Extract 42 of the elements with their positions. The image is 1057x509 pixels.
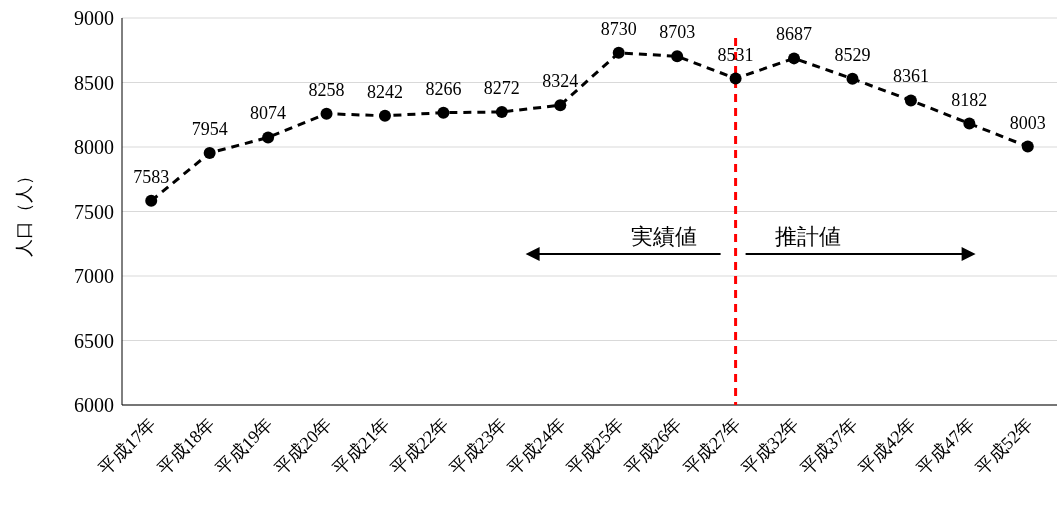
data-label: 8687 [776, 24, 813, 45]
data-label: 8258 [308, 79, 345, 100]
annotation: 推計値 [774, 224, 841, 250]
point [612, 46, 625, 59]
point [495, 105, 508, 118]
data-label: 7583 [133, 166, 170, 187]
data-label: 7954 [191, 118, 228, 139]
point [320, 107, 333, 120]
point [963, 117, 976, 130]
point [1021, 140, 1034, 153]
point [671, 50, 684, 63]
data-label: 8003 [1009, 112, 1046, 133]
point [904, 94, 917, 107]
data-label: 8242 [366, 81, 403, 102]
y-tick-label: 8000 [74, 136, 114, 158]
point [378, 109, 391, 122]
data-label: 8361 [892, 66, 929, 87]
data-label: 8529 [834, 44, 871, 65]
data-label: 8074 [250, 103, 287, 124]
y-tick-label: 7000 [74, 265, 114, 287]
y-tick-label: 6000 [74, 394, 114, 416]
data-label: 8272 [483, 77, 520, 98]
point [788, 52, 801, 65]
y-tick-label: 9000 [74, 7, 114, 29]
annotation: 実績値 [630, 224, 697, 250]
data-label: 8703 [659, 22, 696, 43]
data-label: 8324 [542, 71, 579, 92]
data-label: 8182 [951, 89, 988, 110]
y-tick-label: 7500 [74, 200, 114, 223]
data-label: 8730 [600, 18, 637, 39]
point [262, 131, 275, 144]
point [145, 194, 158, 207]
point [203, 146, 216, 159]
y-axis-title: 人口（人） [13, 166, 34, 257]
y-tick-label: 8500 [74, 71, 114, 94]
data-label: 8266 [425, 78, 462, 99]
point [437, 106, 450, 119]
point [554, 99, 567, 112]
y-tick-label: 6500 [74, 329, 114, 352]
point [729, 72, 742, 85]
data-label: 8531 [717, 44, 754, 65]
point [846, 72, 859, 85]
